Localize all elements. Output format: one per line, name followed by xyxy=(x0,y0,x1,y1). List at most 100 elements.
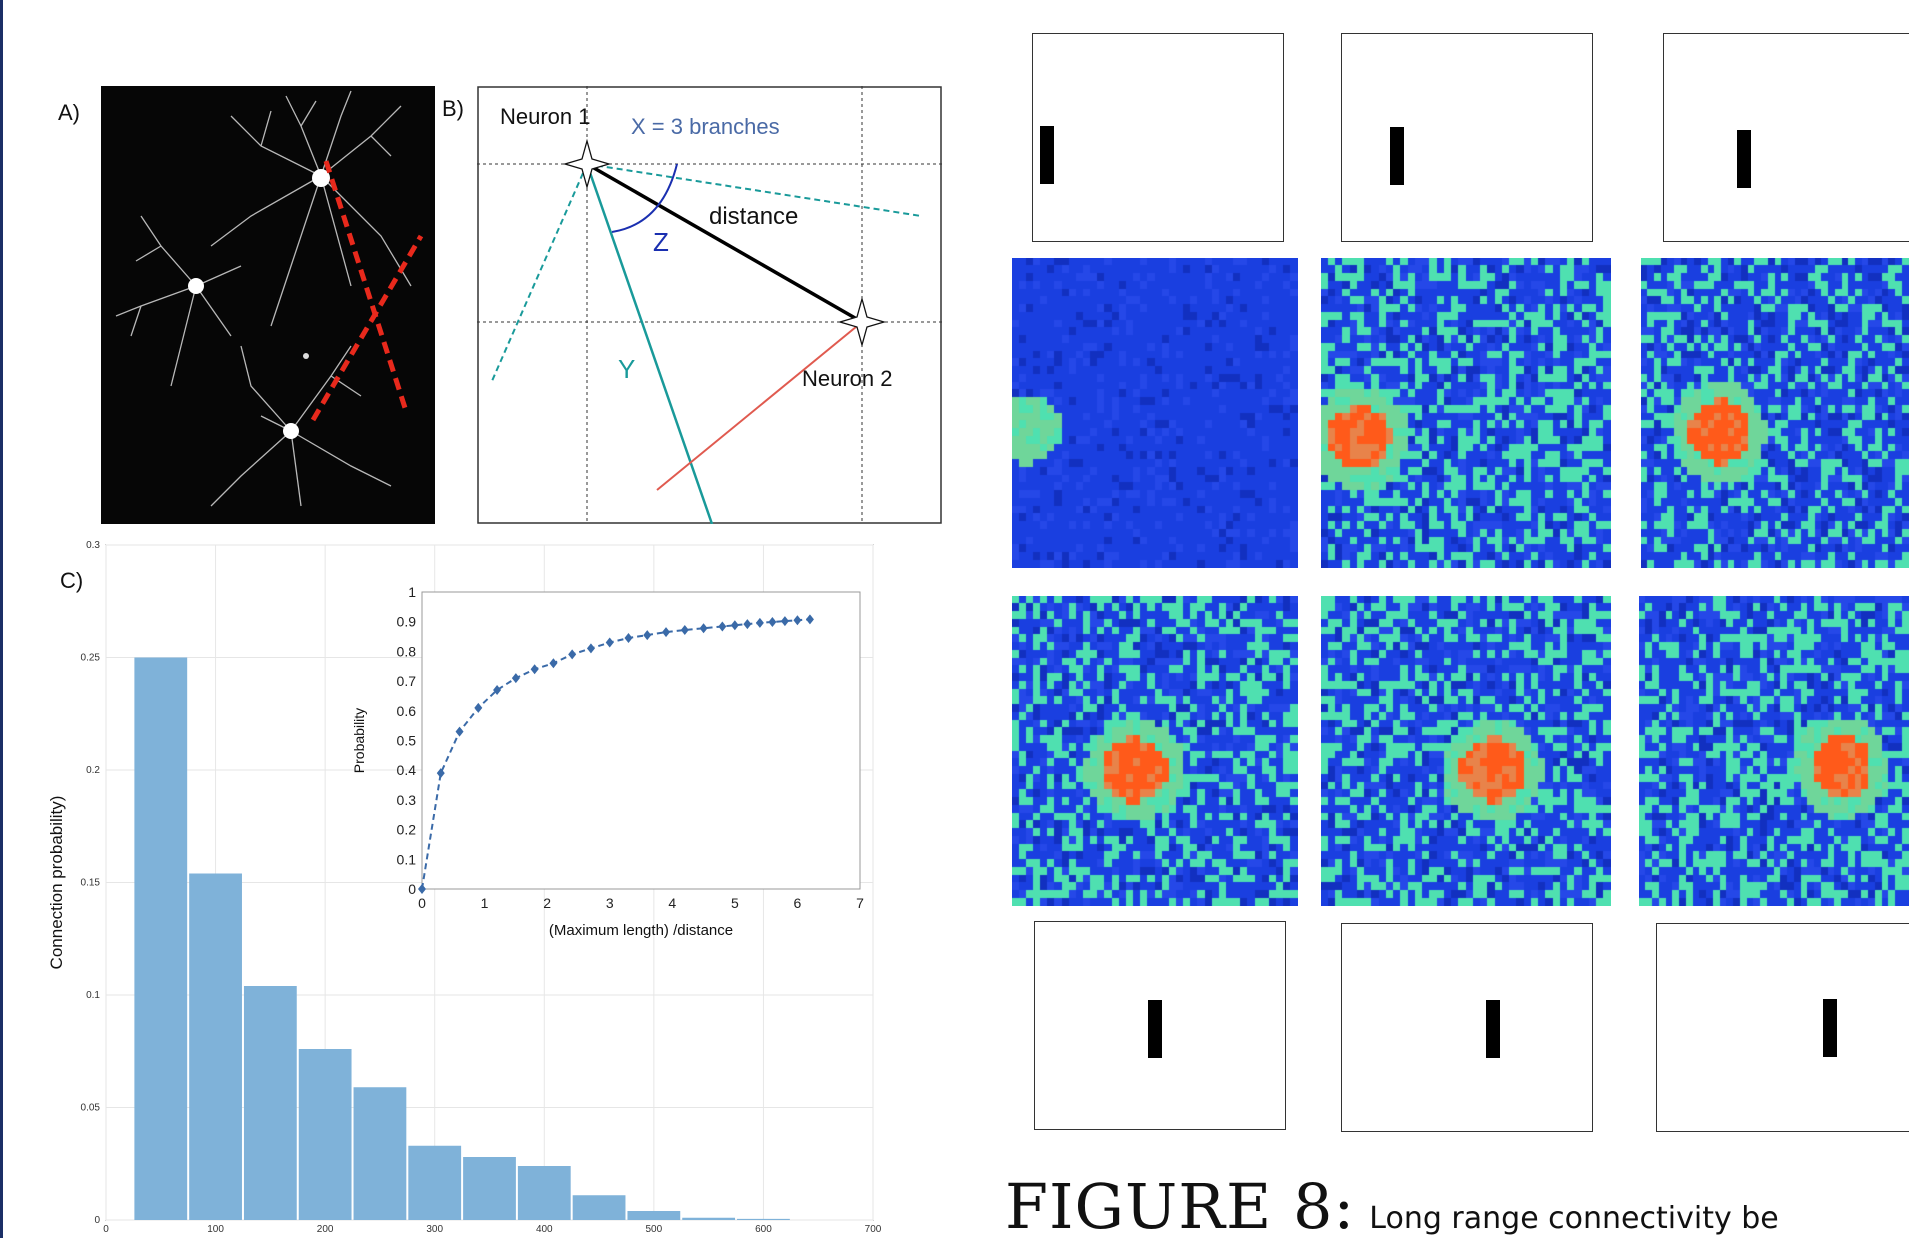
histogram-bar xyxy=(627,1211,681,1220)
stimulus-frame-1 xyxy=(1032,33,1284,242)
inset-data-point xyxy=(805,614,814,625)
figure-caption: FIGURE 8: Long range connectivity be xyxy=(1005,1170,1779,1243)
stimulus-bar xyxy=(1040,126,1054,184)
inset-x-tick-label: 7 xyxy=(856,895,864,911)
histogram-y-tick-label: 0.2 xyxy=(86,765,100,776)
stimulus-bar xyxy=(1823,999,1837,1057)
inset-y-axis-label: Probability xyxy=(351,708,367,773)
panel-b-label: B) xyxy=(442,96,464,121)
activity-map-4 xyxy=(1012,596,1298,906)
histogram-bar xyxy=(463,1157,516,1220)
inset-data-point xyxy=(743,619,752,630)
figure-caption-text: Long range connectivity be xyxy=(1369,1201,1779,1236)
inset-y-tick-label: 0.2 xyxy=(397,822,417,838)
activity-heatmap-canvas xyxy=(1012,258,1298,568)
activity-heatmap-canvas xyxy=(1641,258,1909,568)
histogram-x-tick-label: 0 xyxy=(103,1224,109,1235)
activity-heatmap-canvas xyxy=(1639,596,1909,906)
inset-y-tick-label: 0.5 xyxy=(397,733,417,749)
histogram-x-tick-label: 600 xyxy=(755,1224,772,1235)
inset-y-tick-label: 0.6 xyxy=(397,703,417,719)
stimulus-frame-4 xyxy=(1034,921,1286,1130)
inset-x-tick-label: 6 xyxy=(794,895,802,911)
slide-edge-bar xyxy=(0,0,3,1238)
histogram-bar xyxy=(572,1195,626,1220)
inset-data-point xyxy=(493,685,502,696)
branches-label: X = 3 branches xyxy=(631,114,780,139)
neuron-micrograph xyxy=(101,86,435,524)
inset-y-tick-label: 0.4 xyxy=(397,762,417,778)
inset-y-tick-label: 0.3 xyxy=(397,792,417,808)
connection-probability-chart: 0 100 200 300 400 500 600 700 0 0.05 0.1 0.15 0.2 0.2… xyxy=(40,540,960,1238)
histogram-bar xyxy=(682,1217,736,1220)
inset-data-point xyxy=(624,633,633,644)
inset-data-point xyxy=(730,620,739,631)
histogram-y-axis-label: Connection probability) xyxy=(47,796,66,970)
inset-y-tick-label: 1 xyxy=(408,584,416,600)
histogram-bar xyxy=(243,986,297,1220)
histogram-bar xyxy=(737,1218,790,1220)
stimulus-bar xyxy=(1390,127,1404,185)
inset-data-point xyxy=(474,702,483,713)
inset-data-point xyxy=(643,630,652,641)
panel-c-label: C) xyxy=(60,568,84,593)
histogram-x-tick-label: 400 xyxy=(536,1224,553,1235)
stimulus-frame-5 xyxy=(1341,923,1593,1132)
activity-map-5 xyxy=(1321,596,1611,906)
stimulus-frame-3 xyxy=(1663,33,1909,242)
inset-y-tick-label: 0.9 xyxy=(397,614,417,630)
histogram-y-tick-label: 0.3 xyxy=(86,540,100,551)
stimulus-frame-6 xyxy=(1656,923,1909,1132)
inset-data-point xyxy=(568,649,577,660)
inset-y-tick-label: 0 xyxy=(408,881,416,897)
histogram-y-tick-label: 0.1 xyxy=(86,990,100,1001)
inset-data-point xyxy=(436,768,445,779)
histogram-y-tick-label: 0.15 xyxy=(81,878,101,889)
histogram-bar xyxy=(517,1166,571,1220)
histogram-bar xyxy=(189,873,242,1220)
inset-data-point xyxy=(530,664,539,675)
inset-data-point xyxy=(605,637,614,648)
histogram-x-tick-label: 700 xyxy=(865,1224,882,1235)
stimulus-bar xyxy=(1486,1000,1500,1058)
activity-heatmap-canvas xyxy=(1321,258,1611,568)
histogram-bar xyxy=(134,657,188,1220)
neuron-2-label: Neuron 2 xyxy=(802,366,893,391)
inset-data-point xyxy=(549,658,558,669)
inset-data-point xyxy=(780,616,789,627)
inset-x-tick-label: 1 xyxy=(481,895,489,911)
inset-data-point xyxy=(511,673,520,684)
neuron-1-label: Neuron 1 xyxy=(500,104,591,129)
stimulus-bar xyxy=(1148,1000,1162,1058)
inset-x-axis-label: (Maximum length) /distance xyxy=(549,922,733,939)
activity-map-1 xyxy=(1012,258,1298,568)
inset-plot-area xyxy=(421,591,861,890)
activity-map-6 xyxy=(1639,596,1909,906)
panel-a-label: A) xyxy=(58,100,80,125)
stimulus-bar xyxy=(1737,130,1751,188)
activity-heatmap-canvas xyxy=(1012,596,1298,906)
histogram-y-tick-label: 0.25 xyxy=(81,653,101,664)
histogram-x-tick-label: 200 xyxy=(317,1224,334,1235)
inset-data-point xyxy=(699,623,708,634)
inset-data-point xyxy=(793,615,802,626)
inset-x-tick-label: 5 xyxy=(731,895,739,911)
connectivity-diagram: Neuron 1 X = 3 branches distance Z Y Neu… xyxy=(477,86,942,525)
angle-z-label: Z xyxy=(653,227,669,257)
inset-y-tick-label: 0.7 xyxy=(397,673,417,689)
inset-x-tick-label: 2 xyxy=(543,895,551,911)
inset-data-point xyxy=(662,627,671,638)
inset-data-point xyxy=(768,616,777,627)
inset-data-point xyxy=(455,726,464,737)
histogram-x-tick-label: 300 xyxy=(426,1224,443,1235)
inset-data-point xyxy=(680,625,689,636)
histogram-x-tick-label: 500 xyxy=(646,1224,663,1235)
inset-x-tick-label: 4 xyxy=(668,895,676,911)
inset-y-tick-label: 0.8 xyxy=(397,643,417,659)
histogram-x-tick-label: 100 xyxy=(207,1224,224,1235)
inset-y-tick-label: 0.1 xyxy=(397,851,417,867)
inset-data-point xyxy=(718,621,727,632)
activity-map-3 xyxy=(1641,258,1909,568)
distance-label: distance xyxy=(709,203,798,230)
y-branch-label: Y xyxy=(618,354,635,384)
